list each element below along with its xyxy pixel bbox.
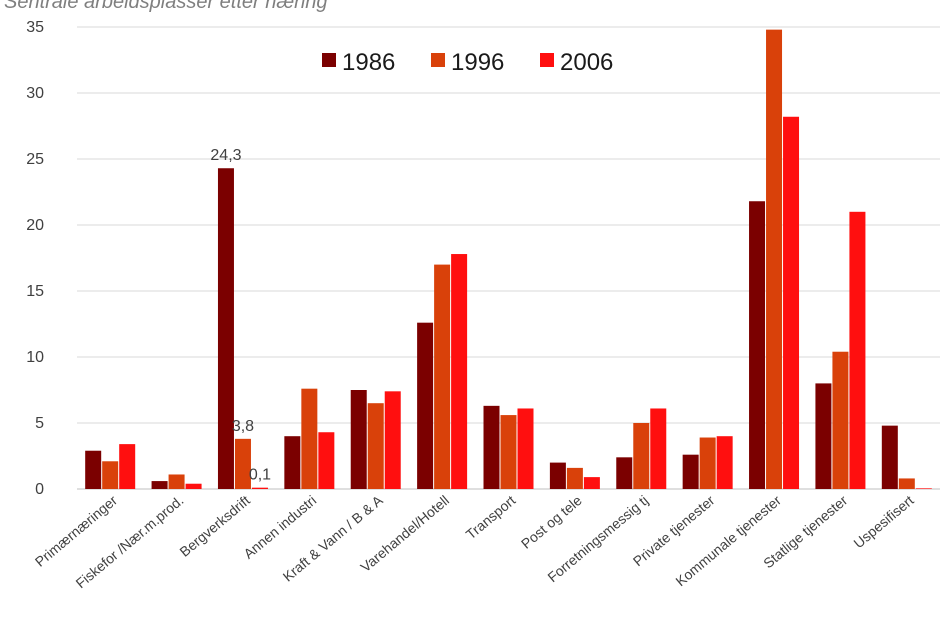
bar xyxy=(119,444,136,489)
bar xyxy=(566,467,583,489)
y-tick-label: 0 xyxy=(35,481,44,498)
y-tick-label: 35 xyxy=(26,19,44,36)
bar xyxy=(881,425,898,489)
bar xyxy=(766,29,783,489)
bar xyxy=(318,432,335,489)
bar xyxy=(682,454,699,489)
bar xyxy=(633,423,650,489)
bar xyxy=(251,487,268,489)
bar xyxy=(301,388,318,489)
bar xyxy=(815,383,832,489)
bar xyxy=(583,477,600,489)
y-tick-label: 25 xyxy=(26,151,44,168)
bar xyxy=(749,201,766,490)
bar xyxy=(783,116,800,489)
bar xyxy=(367,403,384,489)
data-label: 24,3 xyxy=(210,147,241,164)
y-tick-label: 15 xyxy=(26,283,44,300)
bar xyxy=(434,264,451,489)
bar xyxy=(915,488,932,489)
bar xyxy=(549,462,566,489)
legend-swatch xyxy=(540,53,554,67)
y-tick-label: 30 xyxy=(26,85,44,102)
legend-label: 2006 xyxy=(560,49,613,76)
bar xyxy=(350,390,367,489)
legend-swatch xyxy=(322,53,336,67)
y-tick-label: 20 xyxy=(26,217,44,234)
bar xyxy=(417,322,434,489)
bar xyxy=(384,391,401,489)
legend-swatch xyxy=(431,53,445,67)
bar xyxy=(234,438,251,489)
bar xyxy=(650,408,667,489)
bar xyxy=(500,415,517,489)
bar xyxy=(85,450,102,489)
bar xyxy=(517,408,534,489)
bar xyxy=(699,437,716,489)
legend-label: 1986 xyxy=(342,49,395,76)
x-category-label: Uspesifisert xyxy=(850,492,916,551)
x-category-label: Fiskefor /Nær.m.prod. xyxy=(73,492,187,591)
bar xyxy=(185,483,202,489)
bar xyxy=(451,254,468,489)
bar xyxy=(483,405,500,489)
y-tick-label: 10 xyxy=(26,349,44,366)
x-category-label: Post og tele xyxy=(518,492,585,552)
y-tick-label: 5 xyxy=(35,415,44,432)
x-category-label: Transport xyxy=(463,492,519,543)
bar xyxy=(168,474,185,489)
legend-label: 1996 xyxy=(451,49,504,76)
bar xyxy=(832,351,849,489)
bar xyxy=(151,481,168,489)
bar xyxy=(898,478,915,489)
chart-title: Sentrale arbeidsplasser etter næring xyxy=(4,0,328,13)
data-label: 0,1 xyxy=(249,467,271,484)
data-label: 3,8 xyxy=(232,418,254,435)
bar xyxy=(849,211,866,490)
bar xyxy=(716,436,733,489)
bar xyxy=(102,461,119,489)
bar xyxy=(217,168,234,490)
bar xyxy=(616,457,633,489)
bar xyxy=(284,436,301,489)
